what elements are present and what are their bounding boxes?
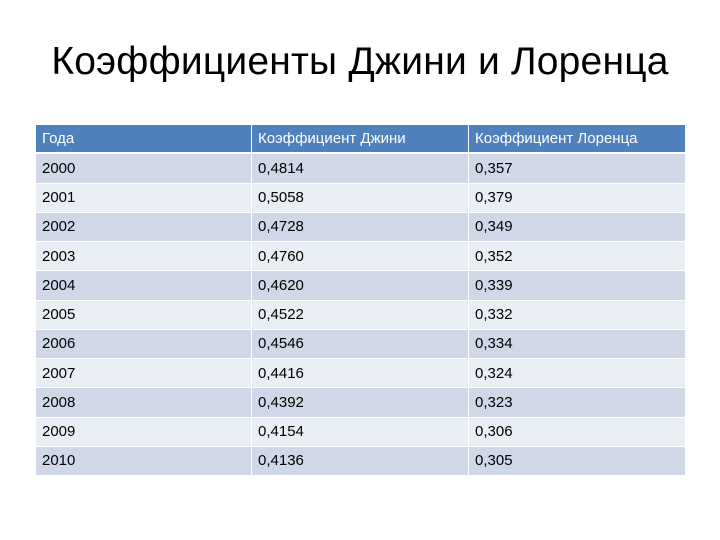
header-years: Года bbox=[36, 125, 252, 155]
cell-year: 2009 bbox=[36, 417, 252, 447]
cell-year: 2007 bbox=[36, 359, 252, 389]
table-row: 2000 0,4814 0,357 bbox=[36, 154, 685, 184]
cell-year: 2004 bbox=[36, 271, 252, 301]
table-row: 2010 0,4136 0,305 bbox=[36, 446, 685, 476]
table-row: 2009 0,4154 0,306 bbox=[36, 417, 685, 447]
table-row: 2005 0,4522 0,332 bbox=[36, 300, 685, 330]
cell-gini: 0,4814 bbox=[252, 154, 469, 184]
cell-gini: 0,4620 bbox=[252, 271, 469, 301]
cell-year: 2000 bbox=[36, 154, 252, 184]
cell-lorenz: 0,324 bbox=[469, 359, 685, 389]
table-row: 2001 0,5058 0,379 bbox=[36, 183, 685, 213]
table-row: 2007 0,4416 0,324 bbox=[36, 359, 685, 389]
cell-lorenz: 0,352 bbox=[469, 242, 685, 272]
data-table: Года Коэффициент Джини Коэффициент Лорен… bbox=[36, 125, 685, 476]
cell-gini: 0,4392 bbox=[252, 388, 469, 418]
table-row: 2006 0,4546 0,334 bbox=[36, 329, 685, 359]
table-row: 2003 0,4760 0,352 bbox=[36, 242, 685, 272]
cell-gini: 0,4760 bbox=[252, 242, 469, 272]
cell-year: 2010 bbox=[36, 446, 252, 476]
cell-lorenz: 0,379 bbox=[469, 183, 685, 213]
cell-gini: 0,4546 bbox=[252, 329, 469, 359]
table-header-row: Года Коэффициент Джини Коэффициент Лорен… bbox=[36, 125, 685, 155]
table-row: 2008 0,4392 0,323 bbox=[36, 388, 685, 418]
slide-title: Коэффициенты Джини и Лоренца bbox=[51, 40, 669, 83]
cell-year: 2001 bbox=[36, 183, 252, 213]
cell-lorenz: 0,306 bbox=[469, 417, 685, 447]
cell-gini: 0,4522 bbox=[252, 300, 469, 330]
header-lorenz: Коэффициент Лоренца bbox=[469, 125, 685, 155]
cell-lorenz: 0,305 bbox=[469, 446, 685, 476]
cell-year: 2005 bbox=[36, 300, 252, 330]
table-row: 2002 0,4728 0,349 bbox=[36, 212, 685, 242]
cell-gini: 0,4136 bbox=[252, 446, 469, 476]
cell-year: 2006 bbox=[36, 329, 252, 359]
cell-year: 2003 bbox=[36, 242, 252, 272]
table-row: 2004 0,4620 0,339 bbox=[36, 271, 685, 301]
cell-year: 2002 bbox=[36, 212, 252, 242]
cell-gini: 0,5058 bbox=[252, 183, 469, 213]
cell-lorenz: 0,357 bbox=[469, 154, 685, 184]
cell-lorenz: 0,349 bbox=[469, 212, 685, 242]
cell-gini: 0,4728 bbox=[252, 212, 469, 242]
header-gini: Коэффициент Джини bbox=[252, 125, 469, 155]
cell-gini: 0,4416 bbox=[252, 359, 469, 389]
cell-lorenz: 0,334 bbox=[469, 329, 685, 359]
cell-lorenz: 0,323 bbox=[469, 388, 685, 418]
cell-lorenz: 0,339 bbox=[469, 271, 685, 301]
cell-lorenz: 0,332 bbox=[469, 300, 685, 330]
cell-gini: 0,4154 bbox=[252, 417, 469, 447]
cell-year: 2008 bbox=[36, 388, 252, 418]
